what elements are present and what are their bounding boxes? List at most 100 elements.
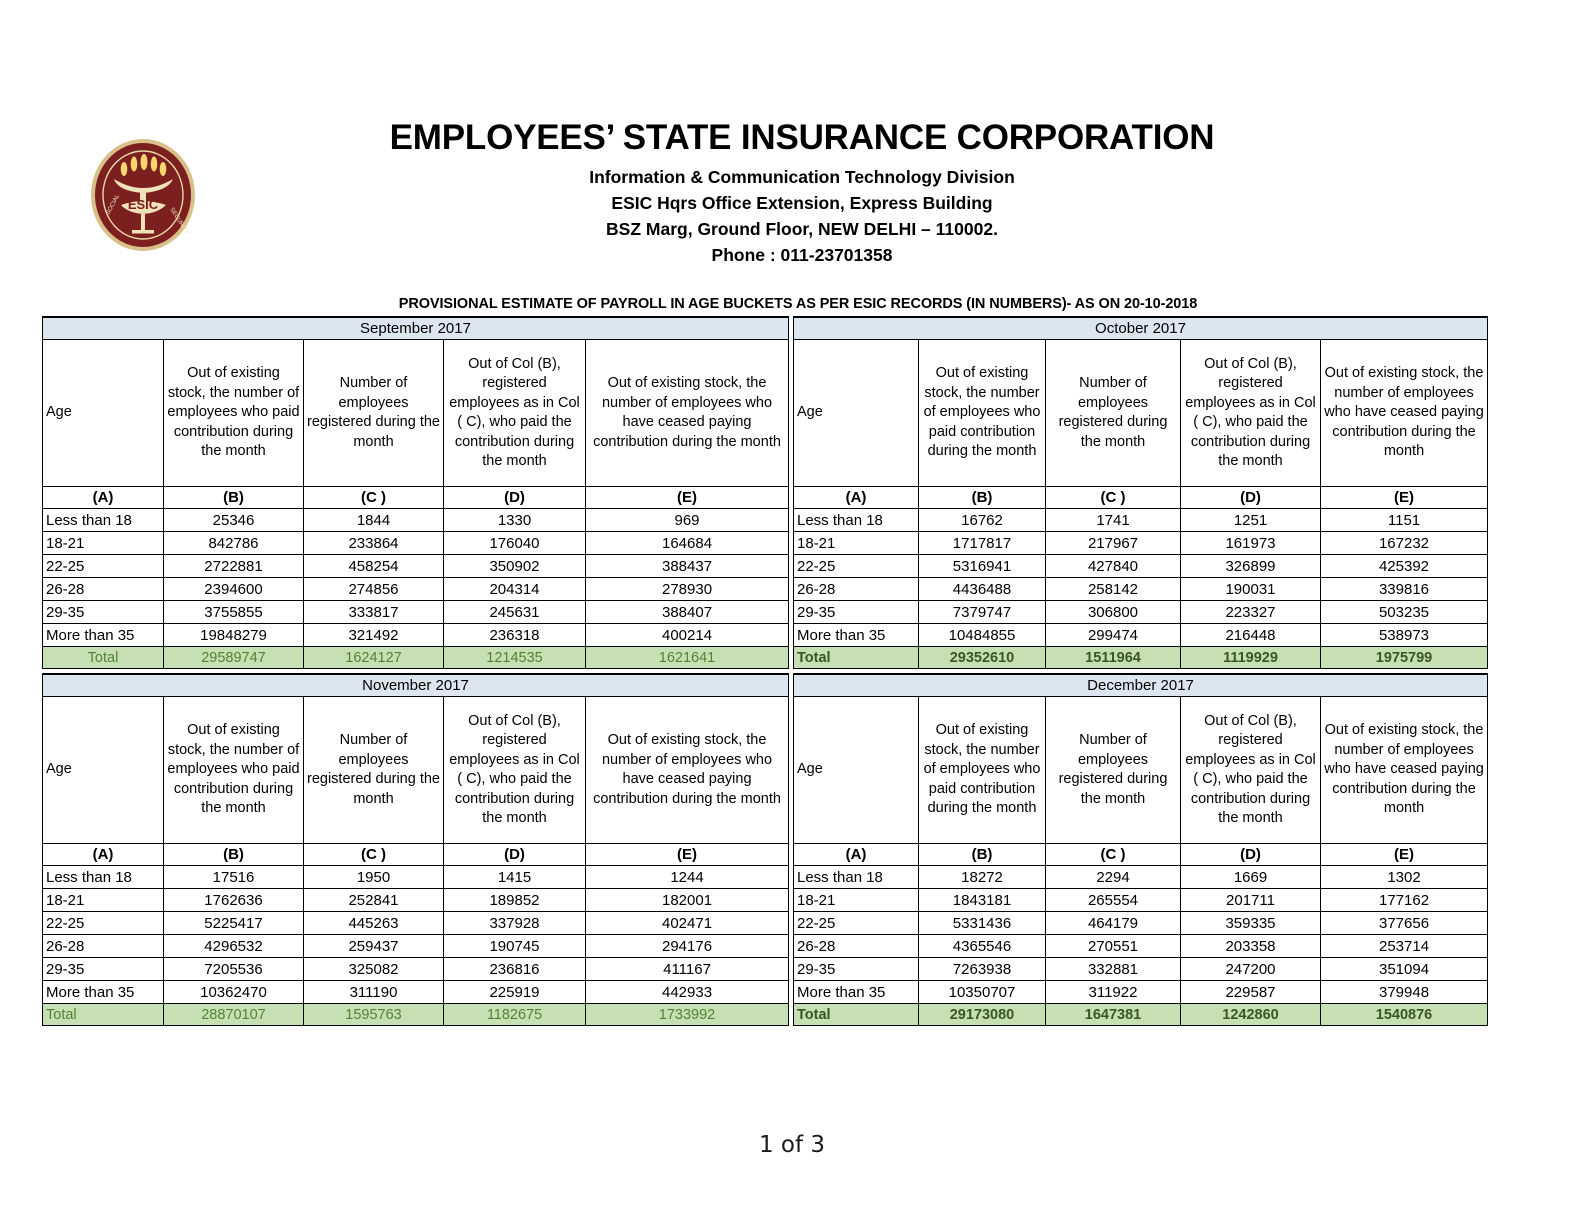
value-cell: 19848279 — [163, 623, 304, 647]
value-cell: 190745 — [443, 934, 586, 958]
value-cell: 332881 — [1045, 957, 1181, 981]
value-cell: 1844 — [303, 508, 444, 532]
header-col-c: Number of employees registered during th… — [303, 339, 444, 487]
column-letter: (D) — [1180, 486, 1321, 509]
value-cell: 167232 — [1319, 531, 1489, 555]
table-row: Less than 18 25346 1844 1330 969 — [42, 508, 790, 532]
value-cell: 25346 — [163, 508, 304, 532]
age-bucket-cell: 22-25 — [793, 554, 919, 578]
column-letter: (D) — [443, 486, 586, 509]
office-line: ESIC Hqrs Office Extension, Express Buil… — [611, 193, 993, 213]
age-bucket-cell: 18-21 — [42, 531, 164, 555]
table-october-2017: October 2017 Age Out of existing stock, th… — [792, 316, 1489, 669]
header-col-d: Out of Col (B), registered employees as … — [443, 696, 586, 844]
total-value-cell: 1511964 — [1045, 646, 1181, 669]
total-value-cell: 1214535 — [443, 646, 586, 669]
header-col-d: Out of Col (B), registered employees as … — [1180, 339, 1321, 487]
value-cell: 1843181 — [918, 888, 1046, 912]
page-footer: 1 of 3 — [758, 1132, 826, 1158]
table-row: 29-35 7263938 332881 247200 351094 — [793, 957, 1489, 981]
column-letter-row: (A) (B) (C ) (D) (E) — [793, 486, 1489, 509]
value-cell: 177162 — [1319, 888, 1489, 912]
value-cell: 442933 — [584, 980, 790, 1004]
value-cell: 402471 — [584, 911, 790, 935]
header-col-d: Out of Col (B), registered employees as … — [1180, 696, 1321, 844]
value-cell: 4436488 — [918, 577, 1046, 601]
value-cell: 3755855 — [163, 600, 304, 624]
value-cell: 201711 — [1180, 888, 1321, 912]
table-september-2017: September 2017 Age Out of existing stock, … — [41, 316, 790, 669]
total-row: Total 29589747 1624127 1214535 1621641 — [42, 646, 790, 669]
value-cell: 351094 — [1319, 957, 1489, 981]
column-letter: (C ) — [303, 486, 444, 509]
value-cell: 278930 — [584, 577, 790, 601]
total-value-cell: 1624127 — [303, 646, 444, 669]
column-header-row: Age Out of existing stock, the number of … — [42, 339, 790, 487]
value-cell: 350902 — [443, 554, 586, 578]
column-letter: (B) — [918, 843, 1046, 866]
header-col-d: Out of Col (B), registered employees as … — [443, 339, 586, 487]
value-cell: 1717817 — [918, 531, 1046, 555]
value-cell: 337928 — [443, 911, 586, 935]
table-row: 26-28 4365546 270551 203358 253714 — [793, 934, 1489, 958]
column-letter: (A) — [793, 486, 919, 509]
total-label-cell: Total — [793, 1003, 919, 1026]
value-cell: 10484855 — [918, 623, 1046, 647]
total-label-cell: Total — [793, 646, 919, 669]
value-cell: 164684 — [584, 531, 790, 555]
column-letter-row: (A) (B) (C ) (D) (E) — [793, 843, 1489, 866]
value-cell: 1151 — [1319, 508, 1489, 532]
header-col-c: Number of employees registered during th… — [1045, 696, 1181, 844]
table-row: More than 35 10484855 299474 216448 538973 — [793, 623, 1489, 647]
age-bucket-cell: 29-35 — [42, 957, 164, 981]
value-cell: 1302 — [1319, 865, 1489, 889]
value-cell: 503235 — [1319, 600, 1489, 624]
total-value-cell: 1647381 — [1045, 1003, 1181, 1026]
value-cell: 270551 — [1045, 934, 1181, 958]
total-value-cell: 1733992 — [584, 1003, 790, 1026]
value-cell: 339816 — [1319, 577, 1489, 601]
column-letter: (A) — [42, 486, 164, 509]
age-bucket-cell: 22-25 — [42, 554, 164, 578]
value-cell: 969 — [584, 508, 790, 532]
month-banner-row: October 2017 — [792, 316, 1489, 340]
age-bucket-cell: More than 35 — [793, 623, 919, 647]
report-title: PROVISIONAL ESTIMATE OF PAYROLL IN AGE B… — [398, 296, 1198, 312]
value-cell: 1741 — [1045, 508, 1181, 532]
value-cell: 4365546 — [918, 934, 1046, 958]
table-row: Less than 18 16762 1741 1251 1151 — [793, 508, 1489, 532]
organization-title: EMPLOYEES’ STATE INSURANCE CORPORATION — [389, 118, 1215, 157]
age-bucket-cell: More than 35 — [793, 980, 919, 1004]
age-bucket-cell: 29-35 — [793, 957, 919, 981]
value-cell: 182001 — [584, 888, 790, 912]
total-row: Total 29173080 1647381 1242860 1540876 — [793, 1003, 1489, 1026]
total-value-cell: 28870107 — [163, 1003, 304, 1026]
value-cell: 225919 — [443, 980, 586, 1004]
header-col-b: Out of existing stock, the number of emp… — [163, 339, 304, 487]
header-age: Age — [793, 696, 919, 844]
phone-line: Phone : 011-23701358 — [711, 245, 893, 265]
value-cell: 1330 — [443, 508, 586, 532]
table-row: 18-21 1762636 252841 189852 182001 — [42, 888, 790, 912]
value-cell: 274856 — [303, 577, 444, 601]
table-row: 18-21 1843181 265554 201711 177162 — [793, 888, 1489, 912]
age-bucket-cell: More than 35 — [42, 623, 164, 647]
total-value-cell: 1182675 — [443, 1003, 586, 1026]
month-banner-row: September 2017 — [41, 316, 790, 340]
column-letter: (E) — [584, 843, 790, 866]
column-letter: (C ) — [1045, 486, 1181, 509]
header-col-e: Out of existing stock, the number of emp… — [1319, 696, 1489, 844]
value-cell: 236816 — [443, 957, 586, 981]
value-cell: 247200 — [1180, 957, 1321, 981]
header-age: Age — [793, 339, 919, 487]
column-header-row: Age Out of existing stock, the number of … — [42, 696, 790, 844]
value-cell: 223327 — [1180, 600, 1321, 624]
age-bucket-cell: 18-21 — [42, 888, 164, 912]
value-cell: 311922 — [1045, 980, 1181, 1004]
value-cell: 842786 — [163, 531, 304, 555]
value-cell: 203358 — [1180, 934, 1321, 958]
value-cell: 161973 — [1180, 531, 1321, 555]
value-cell: 326899 — [1180, 554, 1321, 578]
value-cell: 1950 — [303, 865, 444, 889]
table-row: 29-35 3755855 333817 245631 388407 — [42, 600, 790, 624]
